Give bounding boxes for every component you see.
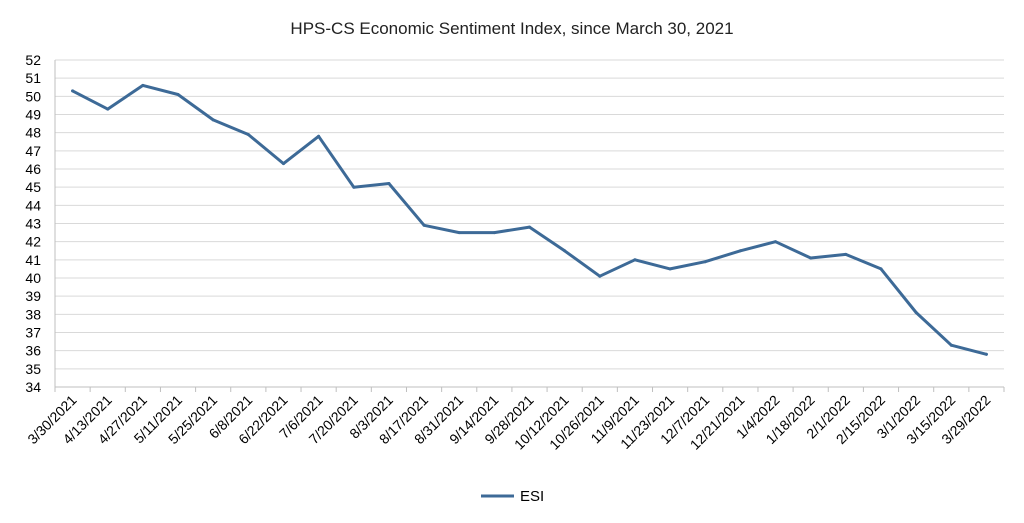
data-point — [352, 185, 356, 189]
data-point — [949, 343, 953, 347]
gridlines — [55, 59, 1004, 370]
data-point — [984, 352, 988, 356]
data-point — [668, 267, 672, 271]
y-tick-label: 45 — [25, 179, 41, 195]
y-tick-label: 51 — [25, 70, 41, 86]
data-point — [528, 225, 531, 229]
data-point — [633, 258, 637, 262]
series-layer — [71, 83, 988, 356]
data-point — [774, 240, 777, 244]
data-point — [246, 133, 250, 136]
y-tick-label: 46 — [25, 161, 41, 177]
y-tick-label: 37 — [25, 325, 41, 341]
data-point — [317, 134, 321, 138]
y-tick-label: 50 — [25, 88, 41, 104]
data-point — [703, 260, 707, 264]
legend: ESI — [481, 488, 544, 505]
x-axis-tick-labels: 3/30/20214/13/20214/27/20215/11/20215/25… — [24, 392, 993, 453]
data-point — [106, 107, 110, 111]
y-tick-label: 39 — [25, 288, 41, 304]
y-tick-label: 52 — [25, 52, 41, 68]
data-point — [141, 83, 145, 87]
y-tick-label: 44 — [25, 197, 41, 213]
y-tick-label: 49 — [25, 107, 41, 123]
y-tick-label: 42 — [25, 234, 41, 250]
data-point — [71, 89, 75, 93]
axes — [54, 60, 1005, 392]
legend-label: ESI — [520, 488, 544, 505]
y-tick-label: 41 — [25, 252, 41, 268]
data-point — [738, 249, 742, 253]
chart-title: HPS-CS Economic Sentiment Index, since M… — [290, 19, 733, 38]
y-tick-label: 47 — [25, 143, 41, 159]
data-point — [211, 118, 215, 122]
data-point — [457, 231, 461, 235]
y-tick-label: 38 — [25, 306, 41, 322]
y-tick-label: 40 — [25, 270, 41, 286]
y-tick-label: 34 — [25, 379, 41, 395]
y-tick-label: 36 — [25, 343, 41, 359]
data-point — [176, 93, 180, 96]
data-point — [422, 223, 426, 227]
data-point — [492, 231, 496, 235]
data-point — [809, 256, 813, 260]
data-point — [844, 252, 848, 256]
data-point — [282, 162, 285, 166]
data-point — [598, 274, 602, 278]
data-point — [879, 267, 883, 271]
y-tick-label: 43 — [25, 216, 41, 232]
data-point — [914, 311, 918, 314]
y-axis-tick-labels: 34 35 36 37 38 39 40 41 42 43 44 45 46 47 48 49 50 51 52 — [25, 52, 41, 395]
y-tick-label: 35 — [25, 361, 41, 377]
data-point — [563, 249, 567, 253]
data-point — [387, 182, 391, 185]
y-tick-label: 48 — [25, 125, 41, 141]
